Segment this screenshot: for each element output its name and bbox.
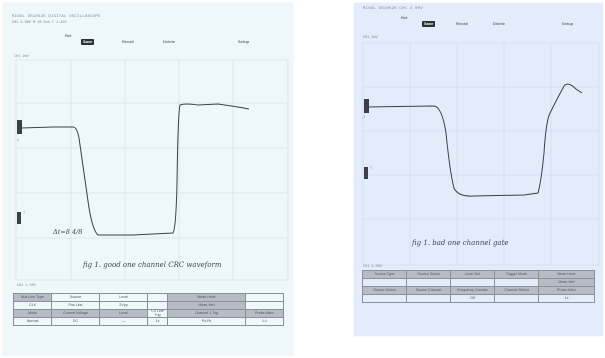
left-marker-mid-label: 1	[17, 139, 20, 143]
table-cell: Meas Horiz	[538, 270, 595, 279]
table-cell: Level Set	[450, 270, 495, 279]
right-caption: fig 1. bad one channel gate	[412, 239, 509, 247]
table-cell	[245, 293, 284, 302]
left-document-page: RIGOL DS1052E DIGITAL OSCILLOSCOPE CH1 2…	[3, 3, 293, 355]
table-row: Normal DC — 1x Pk-Pk 1:1	[13, 317, 284, 327]
table-cell: Bus Line Type	[13, 293, 52, 302]
right-document-page: RIGOL DS1052E CH1 2.00V Ret Save Recall …	[354, 3, 603, 336]
table-row: Off 1x	[362, 294, 595, 303]
table-cell: Frequency Counter	[450, 286, 495, 295]
left-menu-ret[interactable]: Ret	[65, 33, 72, 38]
left-channel-marker-1	[17, 120, 22, 134]
table-cell: Meas Horiz	[167, 293, 246, 302]
table-cell: Pk-Pk	[167, 317, 246, 327]
left-header-line-2: CH1 2.00V M 10.0us T 1.20V	[12, 21, 67, 25]
left-plot-grid	[15, 59, 289, 281]
right-header-line-1: RIGOL DS1052E CH1 2.00V	[363, 7, 423, 11]
table-cell: Pos Line	[51, 301, 100, 310]
table-cell	[362, 278, 407, 287]
left-caption: fig 1. good one channel CRC waveform	[83, 261, 222, 269]
table-cell: —	[99, 317, 148, 327]
table-cell	[450, 278, 495, 287]
left-menu-save[interactable]: Save	[81, 39, 95, 45]
table-cell: Level	[99, 293, 148, 302]
table-cell: Source Type	[362, 270, 407, 279]
right-bottom-scale: CH1 2.00V	[363, 265, 382, 269]
table-cell	[494, 294, 539, 303]
left-header-line-1: RIGOL DS1052E DIGITAL OSCILLOSCOPE	[12, 15, 101, 19]
table-cell: Source	[51, 293, 100, 302]
right-menu-setup[interactable]: Setup	[562, 21, 574, 26]
right-channel-label: CH1 2mV	[363, 36, 378, 40]
table-cell	[406, 278, 451, 287]
table-cell: Source Select	[362, 286, 407, 295]
table-cell: Probe Atten	[538, 286, 595, 295]
table-cell: Meas Vert	[167, 301, 246, 310]
table-row: Mode Current Voltage Level Ch Line Trig …	[13, 308, 284, 319]
table-row: Meas Vert	[362, 278, 595, 287]
table-cell: CLK	[13, 301, 52, 310]
table-cell: 1:1	[245, 317, 284, 327]
table-cell	[494, 278, 539, 287]
right-menu-delete[interactable]: Delete	[493, 21, 506, 26]
left-menu-delete[interactable]: Delete	[163, 39, 176, 44]
left-channel-label: CH1 2mV	[14, 55, 29, 59]
right-menu-save[interactable]: Save	[422, 21, 436, 27]
right-waveform-trace	[367, 83, 583, 197]
table-row: Bus Line Type Source Level Meas Horiz	[13, 293, 284, 302]
table-cell: Source Channel	[406, 286, 451, 295]
table-cell: Ch Line Trig	[147, 308, 168, 319]
table-cell: Normal	[13, 317, 52, 327]
table-cell: Mode	[13, 308, 52, 319]
table-cell	[406, 294, 451, 303]
left-handwritten-note: Δt=8 4/8	[53, 228, 83, 236]
table-cell: Meas Vert	[538, 278, 595, 287]
left-menu-setup[interactable]: Setup	[238, 39, 250, 44]
left-bottom-scale: CH1 2.00V	[17, 284, 36, 288]
table-cell: Current Voltage	[51, 308, 100, 319]
right-menu-recall[interactable]: Recall	[456, 21, 468, 26]
table-cell: Off	[450, 294, 495, 303]
left-marker-low-label: T	[23, 212, 26, 216]
table-cell	[362, 294, 407, 303]
table-cell: DC	[51, 317, 100, 327]
right-waveform-plot	[362, 42, 600, 266]
table-cell: Probe Atten	[245, 308, 284, 319]
table-row: Source Select Source Channel Frequency C…	[362, 286, 595, 295]
left-menu-recall[interactable]: Recall	[122, 39, 134, 44]
right-settings-table: Source Type Source Select Level Set Trig…	[362, 270, 595, 303]
right-marker-mid-label: 1	[363, 116, 366, 120]
left-settings-table: Bus Line Type Source Level Meas Horiz CL…	[13, 293, 284, 327]
table-cell: 2Vpp	[99, 301, 148, 310]
left-waveform-trace	[20, 103, 250, 236]
right-plot-grid	[362, 42, 600, 266]
table-row: Source Type Source Select Level Set Trig…	[362, 270, 595, 279]
left-trigger-marker	[17, 212, 21, 224]
table-cell: Trigger Mode	[494, 270, 539, 279]
table-cell: 1x	[147, 317, 168, 327]
table-cell	[147, 293, 168, 302]
table-cell: Level	[99, 308, 148, 319]
table-cell: Channel Select	[494, 286, 539, 295]
table-row: CLK Pos Line 2Vpp Meas Vert	[13, 301, 284, 310]
table-cell	[245, 301, 284, 310]
table-cell: Channel 1 Trig	[167, 308, 246, 319]
right-trigger-marker	[364, 167, 368, 179]
left-waveform-plot	[15, 59, 289, 281]
right-marker-low-label: T	[370, 167, 373, 171]
right-channel-marker-1	[364, 99, 369, 113]
table-cell	[147, 301, 168, 310]
table-cell: 1x	[538, 294, 595, 303]
table-cell: Source Select	[406, 270, 451, 279]
right-menu-ret[interactable]: Ret	[401, 15, 408, 20]
